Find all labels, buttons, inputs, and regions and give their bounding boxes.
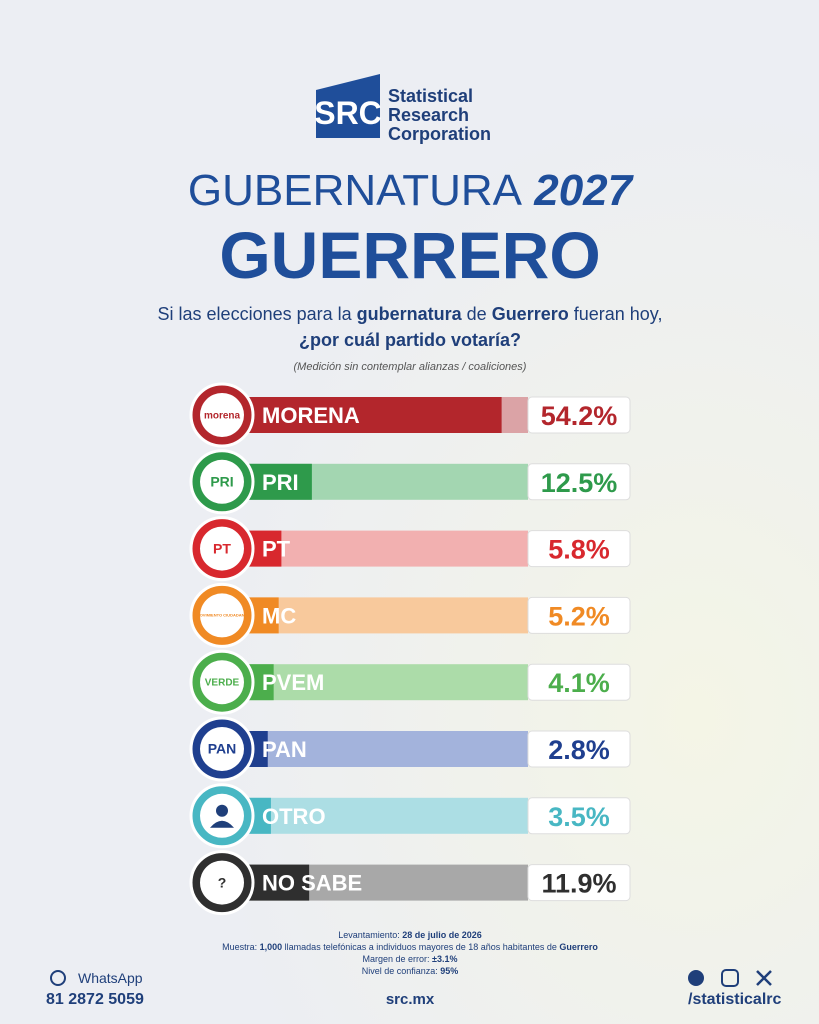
category-label: MORENA (262, 403, 360, 428)
party-logo (200, 459, 244, 504)
category-label: MC (262, 603, 296, 628)
text-segment: Guerrero (492, 304, 569, 324)
text-segment: llamadas telefónicas a individuos mayore… (282, 942, 559, 952)
value-label: 3.5% (548, 802, 610, 832)
party-logo-text: ? (218, 874, 227, 890)
text-line: Muestra: 1,000 llamadas telefónicas a in… (222, 942, 598, 952)
text-segment: de (462, 304, 492, 324)
category-label: PAN (262, 737, 307, 762)
category-label: PVEM (262, 670, 324, 695)
bar (212, 397, 502, 433)
value-label: 5.8% (548, 535, 610, 565)
party-logo-text: PAN (208, 741, 237, 757)
value-label: 12.5% (541, 468, 618, 498)
value-box (527, 663, 631, 701)
note: (Medición sin contemplar alianzas / coal… (294, 361, 527, 373)
phone: 81 2872 5059 (46, 991, 144, 1008)
party-logo (200, 727, 244, 771)
person-icon-body (210, 820, 234, 828)
logo-shape (316, 74, 380, 138)
title: GUBERNATURA 2027 (188, 166, 635, 215)
party-logo (200, 526, 244, 571)
category-label: PRI (262, 470, 299, 495)
title-year: 2027 (522, 166, 635, 215)
facebook-icon[interactable] (688, 970, 704, 986)
website[interactable]: src.mx (386, 991, 435, 1008)
value-label: 5.2% (548, 601, 610, 631)
value-label: 54.2% (541, 401, 618, 431)
category-label: OTRO (262, 804, 326, 829)
text-segment: Muestra: (222, 942, 260, 952)
logo-mark: SRC (314, 95, 382, 131)
brand-logo: SRC Statistical Research Corporation (314, 74, 491, 144)
party-logo-text: MOVIMIENTO CIUDADANO (196, 613, 247, 618)
x-icon[interactable] (756, 970, 772, 986)
party-logo-text: PRI (210, 473, 233, 489)
value-box (527, 463, 631, 501)
value-box (527, 596, 631, 634)
logo-name: Corporation (388, 124, 491, 144)
text-segment: 1,000 (260, 942, 283, 952)
subtitle: GUERRERO (219, 218, 600, 292)
logo-name: Statistical (388, 86, 473, 106)
text-segment: Nivel de confianza: (362, 966, 441, 976)
party-logo (200, 593, 244, 638)
text-segment: 95% (440, 966, 458, 976)
text-segment: Si las elecciones para la (158, 304, 357, 324)
value-box (527, 530, 631, 568)
whatsapp-label: WhatsApp (78, 970, 143, 986)
value-label: 4.1% (548, 668, 610, 698)
text-segment: Margen de error: (363, 954, 433, 964)
value-box (527, 797, 631, 835)
text-line: Margen de error: ±3.1% (363, 954, 458, 964)
value-box (527, 730, 631, 768)
party-logo (200, 660, 244, 705)
social-handle[interactable]: /statisticalrc (688, 991, 781, 1008)
text-segment: ¿por cuál partido votaría? (299, 330, 521, 350)
text-segment: fueran hoy, (569, 304, 663, 324)
party-logo-text: PT (213, 540, 231, 556)
value-box (527, 864, 631, 902)
party-logo-text: morena (204, 410, 241, 421)
text-line: ¿por cuál partido votaría? (299, 330, 521, 350)
text-segment: ±3.1% (432, 954, 457, 964)
value-box (527, 396, 631, 434)
text-segment: 28 de julio de 2026 (402, 930, 482, 940)
logo-name: Research (388, 105, 469, 125)
text-segment: gubernatura (357, 304, 463, 324)
text-segment: Levantamiento: (338, 930, 402, 940)
category-label: NO SABE (262, 871, 362, 896)
party-logo-text: VERDE (205, 678, 240, 689)
text-segment: Guerrero (559, 942, 598, 952)
text-line: Levantamiento: 28 de julio de 2026 (338, 930, 482, 940)
value-label: 2.8% (548, 735, 610, 765)
party-logo (200, 860, 244, 905)
text-line: Nivel de confianza: 95% (362, 966, 459, 976)
party-logo (200, 393, 244, 437)
value-label: 11.9% (541, 869, 616, 899)
text-line: Si las elecciones para la gubernatura de… (158, 304, 663, 324)
category-label: PT (262, 537, 291, 562)
person-icon-head (216, 804, 228, 817)
instagram-icon[interactable] (721, 969, 739, 987)
whatsapp-icon (50, 970, 66, 986)
title-text: GUBERNATURA (188, 166, 523, 215)
